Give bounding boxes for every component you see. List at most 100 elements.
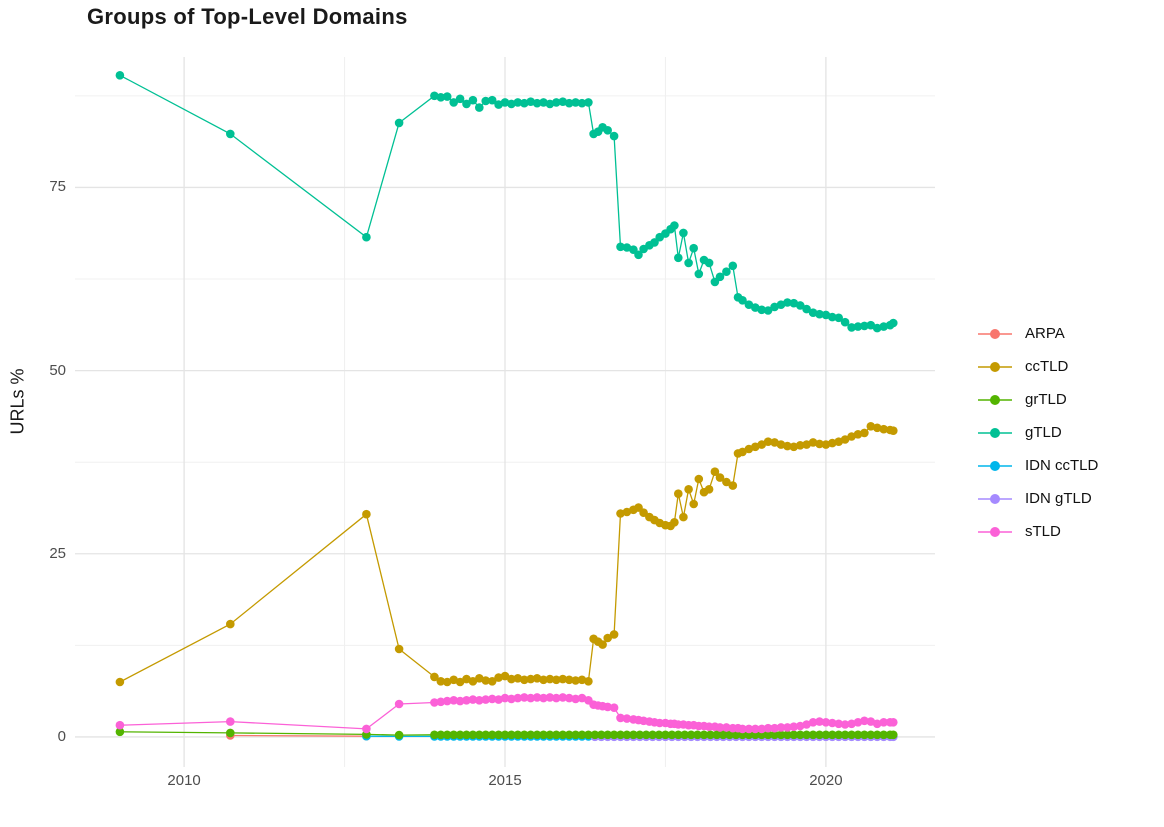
point <box>828 730 837 740</box>
point <box>475 696 484 705</box>
y-tick-label: 0 <box>57 727 66 745</box>
point <box>789 730 799 740</box>
y-tick-label: 75 <box>49 178 66 196</box>
series-cctld <box>115 422 898 687</box>
point <box>661 730 670 740</box>
point <box>808 730 818 740</box>
point <box>571 98 580 107</box>
point <box>558 674 568 684</box>
point <box>609 131 619 141</box>
point <box>571 694 580 704</box>
point <box>577 98 587 108</box>
point <box>694 474 704 484</box>
point <box>442 730 452 740</box>
series-line <box>119 74 894 329</box>
point <box>115 71 125 80</box>
point <box>789 722 799 731</box>
point <box>684 258 693 268</box>
point <box>590 730 600 740</box>
series-grtld <box>115 727 898 740</box>
point <box>802 730 811 740</box>
point <box>889 730 898 740</box>
point <box>513 98 523 107</box>
point <box>597 730 606 740</box>
point <box>468 730 478 740</box>
point <box>834 730 843 740</box>
series-stld <box>115 693 898 734</box>
point <box>847 323 856 332</box>
point <box>667 730 677 740</box>
point <box>828 718 837 728</box>
point <box>598 640 607 649</box>
point <box>436 697 446 707</box>
point <box>634 250 643 260</box>
point <box>481 96 491 106</box>
point <box>757 440 766 449</box>
point <box>462 99 471 109</box>
point <box>616 242 625 252</box>
series-line <box>230 734 367 737</box>
point <box>545 693 555 702</box>
point <box>757 724 766 734</box>
point <box>436 677 446 686</box>
point <box>494 730 503 740</box>
point <box>462 696 471 705</box>
legend-label: ARPA <box>1025 325 1065 342</box>
legend-key-dot <box>990 526 1000 537</box>
point <box>751 730 760 740</box>
point <box>853 730 863 740</box>
point <box>455 696 465 706</box>
point <box>648 730 657 740</box>
point <box>738 296 747 305</box>
point <box>475 730 484 740</box>
legend-key-dot <box>990 427 1000 438</box>
point <box>513 693 523 703</box>
point <box>442 696 452 706</box>
point <box>500 730 510 740</box>
point <box>487 95 497 105</box>
x-tick-label: 2020 <box>809 772 843 789</box>
point <box>115 720 125 730</box>
point <box>763 306 773 315</box>
point <box>715 473 725 482</box>
point <box>468 677 478 686</box>
legend-label: IDN gTLD <box>1025 490 1092 507</box>
point <box>115 727 125 737</box>
point <box>362 232 371 242</box>
legend-item-idn-gtld: IDN gTLD <box>977 482 1098 515</box>
point <box>674 730 683 740</box>
point <box>226 129 235 139</box>
point <box>394 118 404 128</box>
point <box>564 730 574 740</box>
point <box>526 693 535 703</box>
point <box>802 720 811 729</box>
point <box>430 672 439 682</box>
point <box>442 92 452 101</box>
point <box>763 437 773 447</box>
point <box>622 714 632 723</box>
point <box>513 674 523 683</box>
point <box>468 695 478 704</box>
point <box>564 693 574 703</box>
point <box>115 677 125 687</box>
chart-title: Groups of Top-Level Domains <box>87 4 408 29</box>
point <box>564 675 574 685</box>
point <box>728 481 738 490</box>
point <box>507 730 516 740</box>
point <box>783 441 792 451</box>
legend-item-arpa: ARPA <box>977 317 1098 350</box>
point <box>815 309 824 319</box>
point <box>449 98 459 107</box>
legend-key-icon <box>978 460 1012 471</box>
legend-key-icon <box>978 328 1012 339</box>
x-tick-label: 2015 <box>488 772 522 789</box>
point <box>866 730 876 740</box>
point <box>571 730 580 740</box>
point <box>455 677 465 687</box>
point <box>738 724 747 734</box>
point <box>449 730 459 740</box>
point <box>763 723 773 733</box>
legend: ARPA ccTLD grTLD gTLD IDN ccTLD IDN gTLD sTLD <box>977 317 1098 548</box>
point <box>840 435 850 444</box>
point <box>609 703 619 712</box>
